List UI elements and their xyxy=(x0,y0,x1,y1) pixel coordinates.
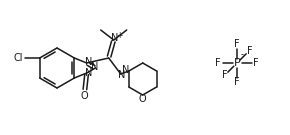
Text: O: O xyxy=(81,91,88,101)
Text: N: N xyxy=(84,68,92,78)
Text: -: - xyxy=(240,50,244,60)
Text: F: F xyxy=(222,70,227,80)
Text: N: N xyxy=(85,57,93,67)
Text: N: N xyxy=(91,62,98,72)
Text: F: F xyxy=(253,58,259,68)
Text: N: N xyxy=(111,33,118,43)
Text: Cl: Cl xyxy=(14,53,23,63)
Text: F: F xyxy=(246,46,252,56)
Text: N: N xyxy=(118,70,125,80)
Text: N: N xyxy=(122,65,130,75)
Text: F: F xyxy=(234,39,240,49)
Text: F: F xyxy=(215,58,221,68)
Text: +: + xyxy=(116,31,122,40)
Text: F: F xyxy=(234,77,240,87)
Text: O: O xyxy=(139,94,146,104)
Text: P: P xyxy=(234,58,240,68)
